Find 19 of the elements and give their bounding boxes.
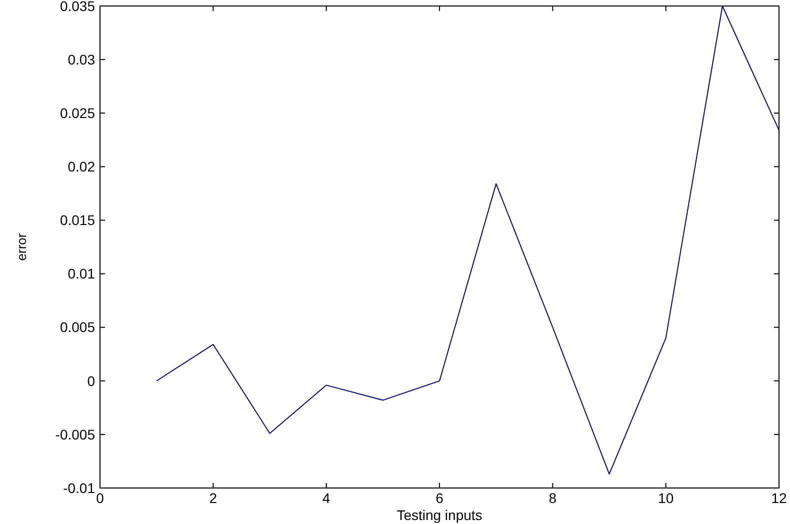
- x-tick-label: 12: [771, 490, 787, 506]
- line-series: [156, 6, 780, 475]
- y-tick-label: -0.01: [63, 480, 96, 496]
- x-tick-label: 2: [209, 490, 218, 506]
- y-tick-label: 0.005: [60, 319, 96, 336]
- y-tick-label: 0.01: [68, 266, 96, 282]
- y-tick-label: 0: [87, 372, 96, 389]
- y-tick-label: 0.03: [68, 51, 96, 68]
- y-axis-title: error: [14, 232, 29, 261]
- y-tick-label: 0.015: [60, 212, 96, 228]
- x-tick-label: 8: [548, 490, 557, 506]
- x-tick-label: 4: [322, 490, 330, 506]
- y-tick-label: 0.02: [68, 158, 96, 175]
- x-axis-title: Testing inputs: [396, 507, 482, 523]
- y-tick-label: 0.025: [60, 105, 96, 122]
- x-tick-label: 10: [658, 490, 674, 506]
- y-tick-label: 0.035: [60, 0, 96, 14]
- y-tick-label: -0.005: [55, 426, 96, 442]
- x-tick-label: 6: [436, 490, 444, 506]
